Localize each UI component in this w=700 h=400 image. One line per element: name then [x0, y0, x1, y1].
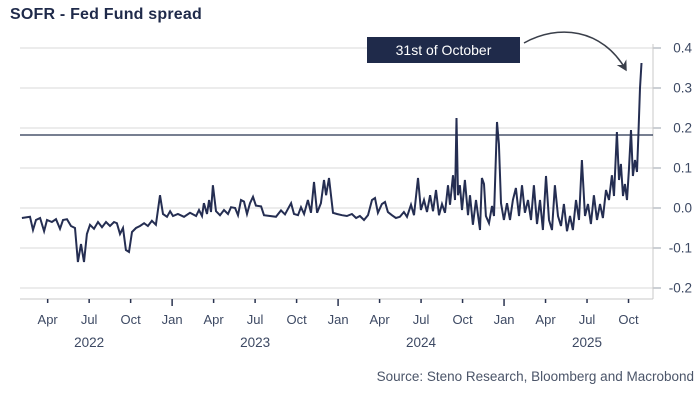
y-tick-label: 0.2 [673, 121, 692, 136]
x-tick-label: Apr [535, 312, 556, 327]
y-tick-label: 0.4 [673, 41, 692, 56]
x-tick-label: Oct [618, 312, 639, 327]
annotation-arrow-icon [523, 31, 627, 72]
series-line [21, 62, 643, 263]
x-tick-label: Apr [38, 312, 59, 327]
x-tick-label: Oct [452, 312, 473, 327]
year-label: 2023 [240, 335, 270, 350]
y-tick-label: 0.0 [673, 201, 692, 216]
y-tick-label: -0.2 [669, 281, 692, 296]
annotation-callout: 31st of October [367, 37, 520, 63]
x-tick-label: Jul [247, 312, 264, 327]
x-tick-label: Apr [369, 312, 390, 327]
chart-title: SOFR - Fed Fund spread [10, 6, 202, 23]
annotation-label: 31st of October [395, 42, 492, 58]
x-tick-label: Jan [494, 312, 515, 327]
source-attribution: Source: Steno Research, Bloomberg and Ma… [376, 369, 694, 384]
x-tick-label: Jul [81, 312, 98, 327]
year-label: 2024 [406, 335, 437, 350]
x-tick-label: Oct [121, 312, 142, 327]
x-tick-label: Jan [162, 312, 183, 327]
x-tick-label: Apr [204, 312, 225, 327]
y-tick-label: 0.3 [673, 81, 692, 96]
x-tick-label: Jul [413, 312, 430, 327]
y-tick-label: 0.1 [673, 161, 692, 176]
x-tick-label: Oct [286, 312, 307, 327]
y-tick-label: -0.1 [669, 241, 692, 256]
year-label: 2022 [74, 335, 104, 350]
x-tick-label: Jul [579, 312, 596, 327]
year-label: 2025 [572, 335, 602, 350]
x-tick-label: Jan [328, 312, 349, 327]
